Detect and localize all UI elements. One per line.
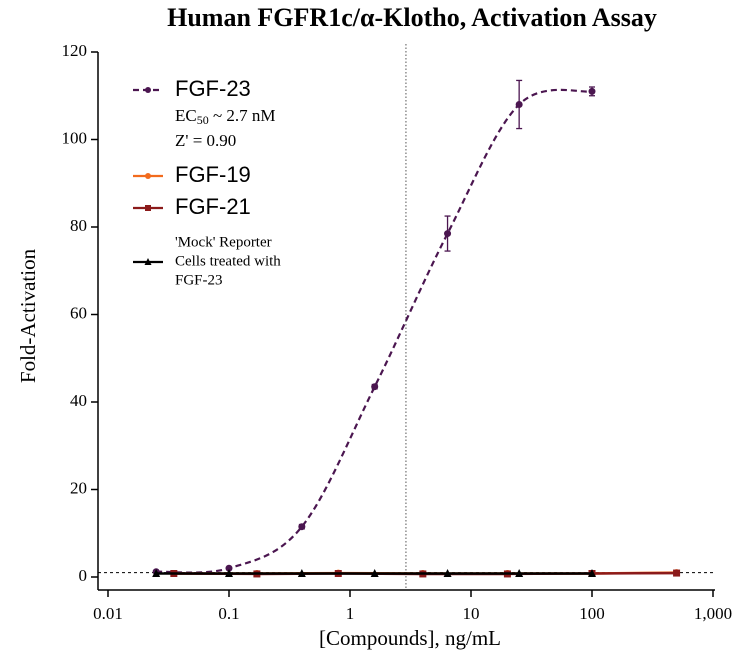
data-point (370, 569, 379, 577)
legend-label: 'Mock' Reporter (175, 234, 272, 250)
x-tick-label: 1,000 (694, 604, 732, 623)
data-point (444, 230, 452, 238)
x-tick-label: 1 (346, 604, 355, 623)
y-tick-label: 100 (62, 128, 88, 147)
chart-title: Human FGFR1c/α-Klotho, Activation Assay (167, 3, 657, 32)
x-tick-label: 100 (579, 604, 605, 623)
data-point (515, 101, 523, 108)
data-point (588, 569, 596, 577)
data-point (297, 569, 306, 577)
x-tick-label: 10 (463, 604, 480, 623)
data-point (225, 564, 233, 572)
x-tick-label: 0.1 (218, 604, 239, 623)
x-tick-label: 0.01 (93, 604, 123, 623)
data-point (588, 87, 596, 95)
data-point (145, 173, 151, 179)
data-point (298, 523, 306, 531)
data-point (673, 569, 681, 577)
legend-label: FGF-21 (175, 194, 251, 219)
data-point (443, 569, 452, 577)
data-point (371, 383, 379, 391)
data-point (225, 569, 233, 577)
y-axis-label: Fold-Activation (16, 248, 40, 383)
legend-label: FGF-23 (175, 272, 223, 288)
data-point (145, 205, 151, 211)
x-axis-label: [Compounds], ng/mL (319, 626, 501, 650)
y-tick-label: 60 (70, 303, 87, 322)
y-tick-label: 80 (70, 216, 87, 235)
y-tick-label: 0 (79, 566, 88, 585)
legend-label: Cells treated with (175, 253, 281, 269)
z-annotation: Z' = 0.90 (175, 131, 236, 150)
ec-value: ~ 2.7 nM (209, 106, 276, 125)
data-point (145, 87, 151, 93)
ec-subscript: 50 (197, 113, 209, 127)
ec50-annotation: EC50 ~ 2.7 nM (175, 106, 276, 127)
data-point (144, 258, 152, 265)
y-tick-label: 40 (70, 391, 87, 410)
y-tick-label: 20 (70, 478, 87, 497)
series-line (156, 88, 593, 574)
legend-label: FGF-23 (175, 76, 251, 101)
ec-text: EC (175, 106, 197, 125)
y-tick-label: 120 (62, 41, 88, 60)
legend-label: FGF-19 (175, 162, 251, 187)
data-point (152, 569, 161, 577)
data-point (515, 569, 524, 577)
